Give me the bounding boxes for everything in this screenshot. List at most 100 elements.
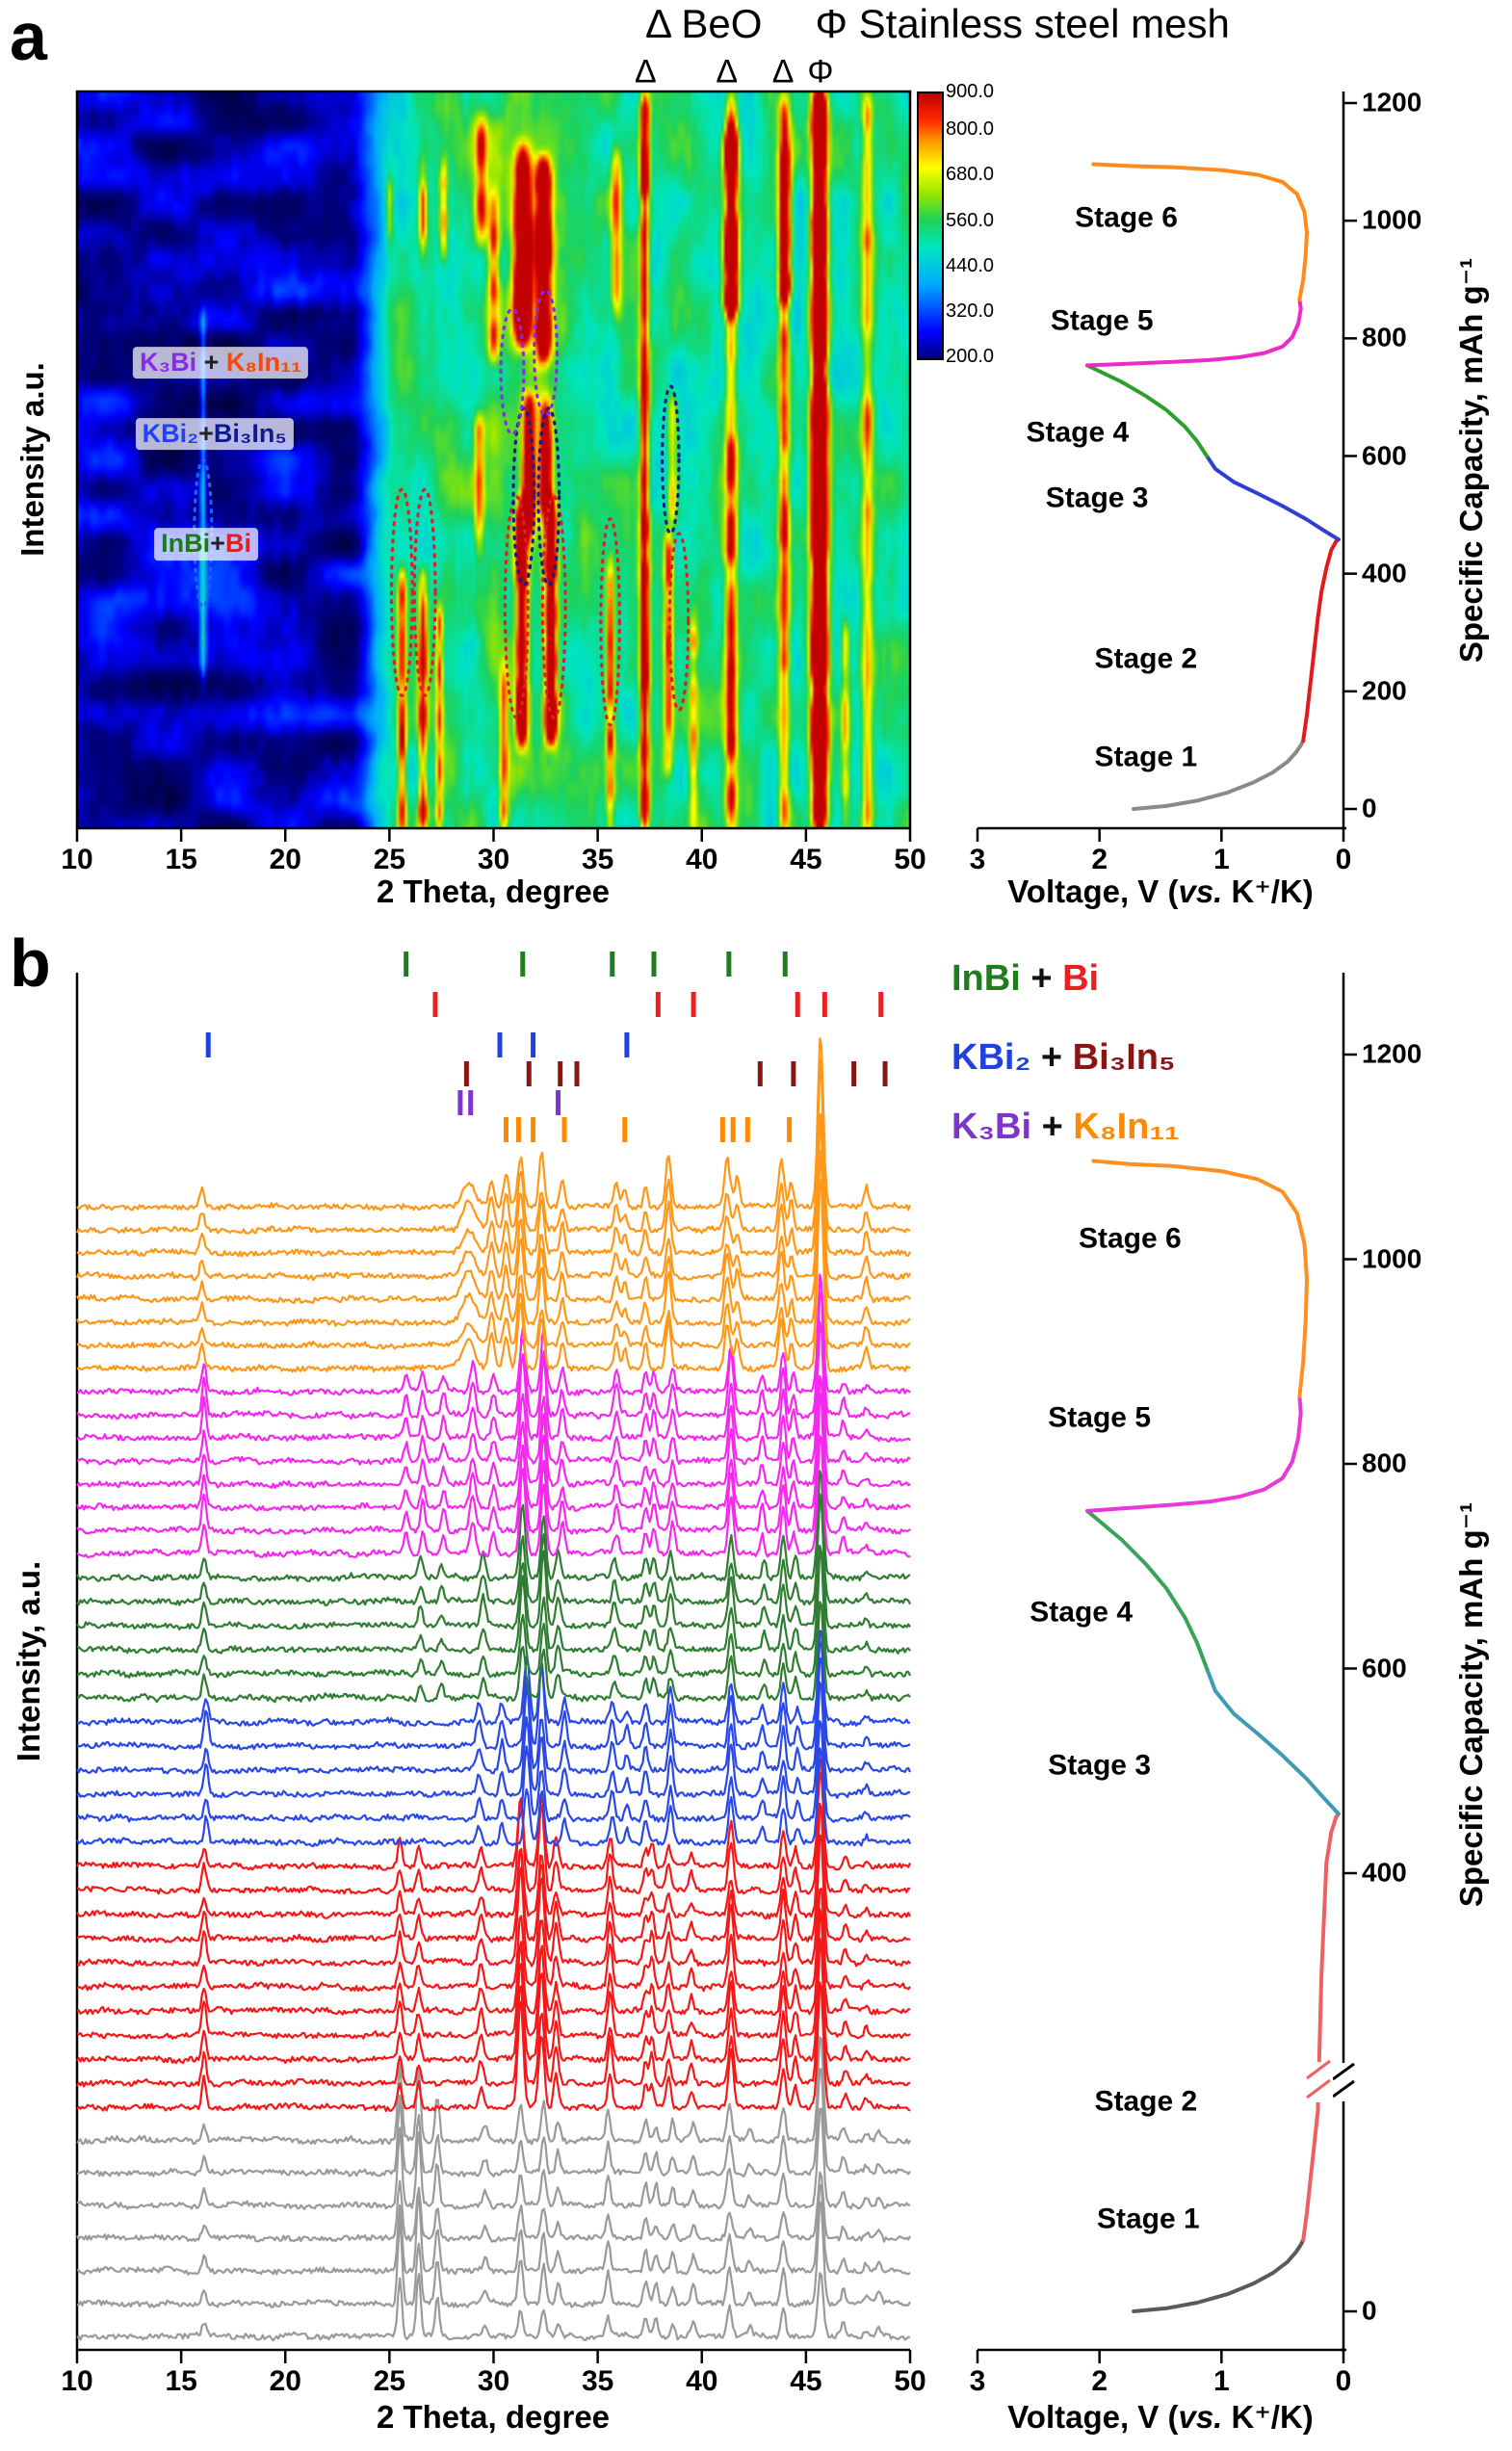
xrd-curve <box>76 1149 911 1328</box>
colorbar-tick-label: 560.0 <box>946 209 995 231</box>
panel-a-letter: a <box>10 0 47 74</box>
b-x-tick-label: 25 <box>373 2365 406 2397</box>
b-capacity-tick-label: 1000 <box>1362 1243 1422 1274</box>
voltage-curve-a <box>1301 537 1341 743</box>
axis-break-mark <box>1332 2062 1355 2081</box>
a-xlabel: 2 Theta, degree <box>376 873 611 909</box>
b-capacity-tick-label: 1200 <box>1362 1038 1422 1069</box>
xrd-curve <box>75 1112 911 1282</box>
xrd-curve <box>76 1914 911 2040</box>
b-capacity-tick-label: 0 <box>1362 2295 1377 2326</box>
text-run: K₃Bi <box>140 347 197 377</box>
xrd-curve <box>76 1630 911 1751</box>
a-voltage-tick-label: 0 <box>1335 844 1352 875</box>
xrd-curve <box>76 1320 911 1466</box>
phase-legend-item: K₃Bi + K₈In₁₁ <box>952 1107 1180 1148</box>
xrd-curve <box>76 1681 911 1800</box>
xrd-curve <box>76 1179 911 1350</box>
text-run: K₈In₁₁ <box>225 347 302 377</box>
xrd-curve <box>76 1544 911 1655</box>
axis-break-mark <box>1332 2079 1355 2099</box>
a-capacity-tick-label: 800 <box>1362 322 1407 352</box>
xrd-curve <box>76 1470 911 1582</box>
text-run: + <box>196 347 226 377</box>
xrd-curve <box>76 1273 911 1443</box>
b-capacity-tick-label: 400 <box>1362 1857 1407 1888</box>
xrd-curve <box>76 1757 911 1895</box>
b-capacity-ylabel: Specific Capacity, mAh g⁻¹ <box>1452 1501 1489 1908</box>
a-capacity-tick-label: 1000 <box>1362 204 1422 235</box>
b-x-tick-label: 35 <box>581 2365 614 2397</box>
xrd-curve <box>76 1037 912 1212</box>
panel-b-letter: b <box>10 926 51 1001</box>
b-voltage-tick-label: 0 <box>1335 2365 1352 2397</box>
b-x-tick-label: 40 <box>686 2365 718 2397</box>
xrd-curve <box>76 1803 911 1920</box>
text-run: Voltage, V ( <box>1007 2399 1179 2435</box>
text-run: KBi₂ <box>952 1037 1031 1078</box>
a-x-tick-label: 45 <box>790 844 822 875</box>
stage-label: Stage 6 <box>1075 201 1178 234</box>
xrd-curve <box>76 1981 911 2112</box>
b-x-tick-label: 15 <box>165 2365 197 2397</box>
xrd-curve <box>76 1291 910 1421</box>
stage-label: Stage 2 <box>1094 2085 1198 2118</box>
text-run: Bi <box>224 529 251 559</box>
a-x-tick-label: 35 <box>581 844 614 875</box>
text-run: Voltage, V ( <box>1007 873 1179 909</box>
xrd-curve <box>76 1939 911 2088</box>
a-x-tick-label: 20 <box>269 844 301 875</box>
heatmap-phase-annotation: KBi₂+Bi₃In₅ <box>135 417 294 451</box>
stage-label: Stage 6 <box>1078 1222 1182 1255</box>
xrd-curve <box>76 1392 911 1535</box>
colorbar-tick-label: 320.0 <box>946 300 995 322</box>
heatmap-phase-annotation: InBi+Bi <box>154 528 258 561</box>
text-run: + <box>1030 1037 1073 1078</box>
text-run: InBi <box>952 958 1021 999</box>
voltage-curve-b <box>1301 1812 1341 2242</box>
colorbar-tick-label: 200.0 <box>946 346 995 367</box>
a-x-tick-label: 25 <box>373 844 406 875</box>
xrd-curve <box>76 1497 911 1606</box>
voltage-curve-b <box>1091 1159 1309 1398</box>
a-x-tick-label: 10 <box>61 844 93 875</box>
b-x-tick-label: 20 <box>269 2365 301 2397</box>
stage-label: Stage 4 <box>1030 1596 1134 1629</box>
colorbar <box>917 91 944 360</box>
a-x-tick-label: 15 <box>165 844 197 875</box>
text-run: Bi <box>1062 958 1100 999</box>
stage-label: Stage 2 <box>1094 642 1198 675</box>
top-legend: Δ BeO Φ Stainless steel mesh <box>645 1 1230 46</box>
xrd-curve <box>76 2036 911 2146</box>
heatmap-phase-annotation: K₃Bi + K₈In₁₁ <box>133 346 309 379</box>
xrd-curve <box>76 1771 912 1871</box>
xrd-curve <box>76 2107 911 2210</box>
xrd-curve <box>75 1067 911 1235</box>
text-run: vs. <box>1178 2399 1223 2435</box>
a-capacity-ylabel: Specific Capacity, mAh g⁻¹ <box>1452 257 1489 664</box>
b-x-tick-label: 30 <box>477 2365 510 2397</box>
text-run: + <box>1020 958 1063 999</box>
xrd-curve <box>76 2171 911 2243</box>
xrd-curve <box>76 2201 911 2308</box>
mesh-marker: Φ <box>807 53 834 91</box>
curve-break-mark <box>1306 2059 1331 2080</box>
a-capacity-tick-label: 200 <box>1362 675 1407 706</box>
b-capacity-tick-label: 600 <box>1362 1653 1407 1683</box>
text-run: K₈In₁₁ <box>1073 1107 1180 1147</box>
b-capacity-tick-label: 800 <box>1362 1447 1407 1478</box>
b-x-tick-label: 45 <box>790 2365 822 2397</box>
b-xlabel: 2 Theta, degree <box>376 2399 611 2435</box>
curve-break-mask <box>1306 2062 1333 2102</box>
curve-break-mark <box>1306 2078 1331 2099</box>
text-run: + <box>198 418 214 448</box>
text-run: Bi₃In₅ <box>213 418 287 448</box>
phase-legend-item: InBi + Bi <box>952 958 1100 1000</box>
xrd-curve <box>76 1493 911 1631</box>
voltage-curve-b <box>1205 1666 1341 1816</box>
a-capacity-tick-label: 1200 <box>1362 87 1422 117</box>
xrd-curve <box>76 2272 911 2342</box>
a-capacity-tick-label: 600 <box>1362 440 1407 471</box>
voltage-curve-b <box>1132 2237 1306 2313</box>
